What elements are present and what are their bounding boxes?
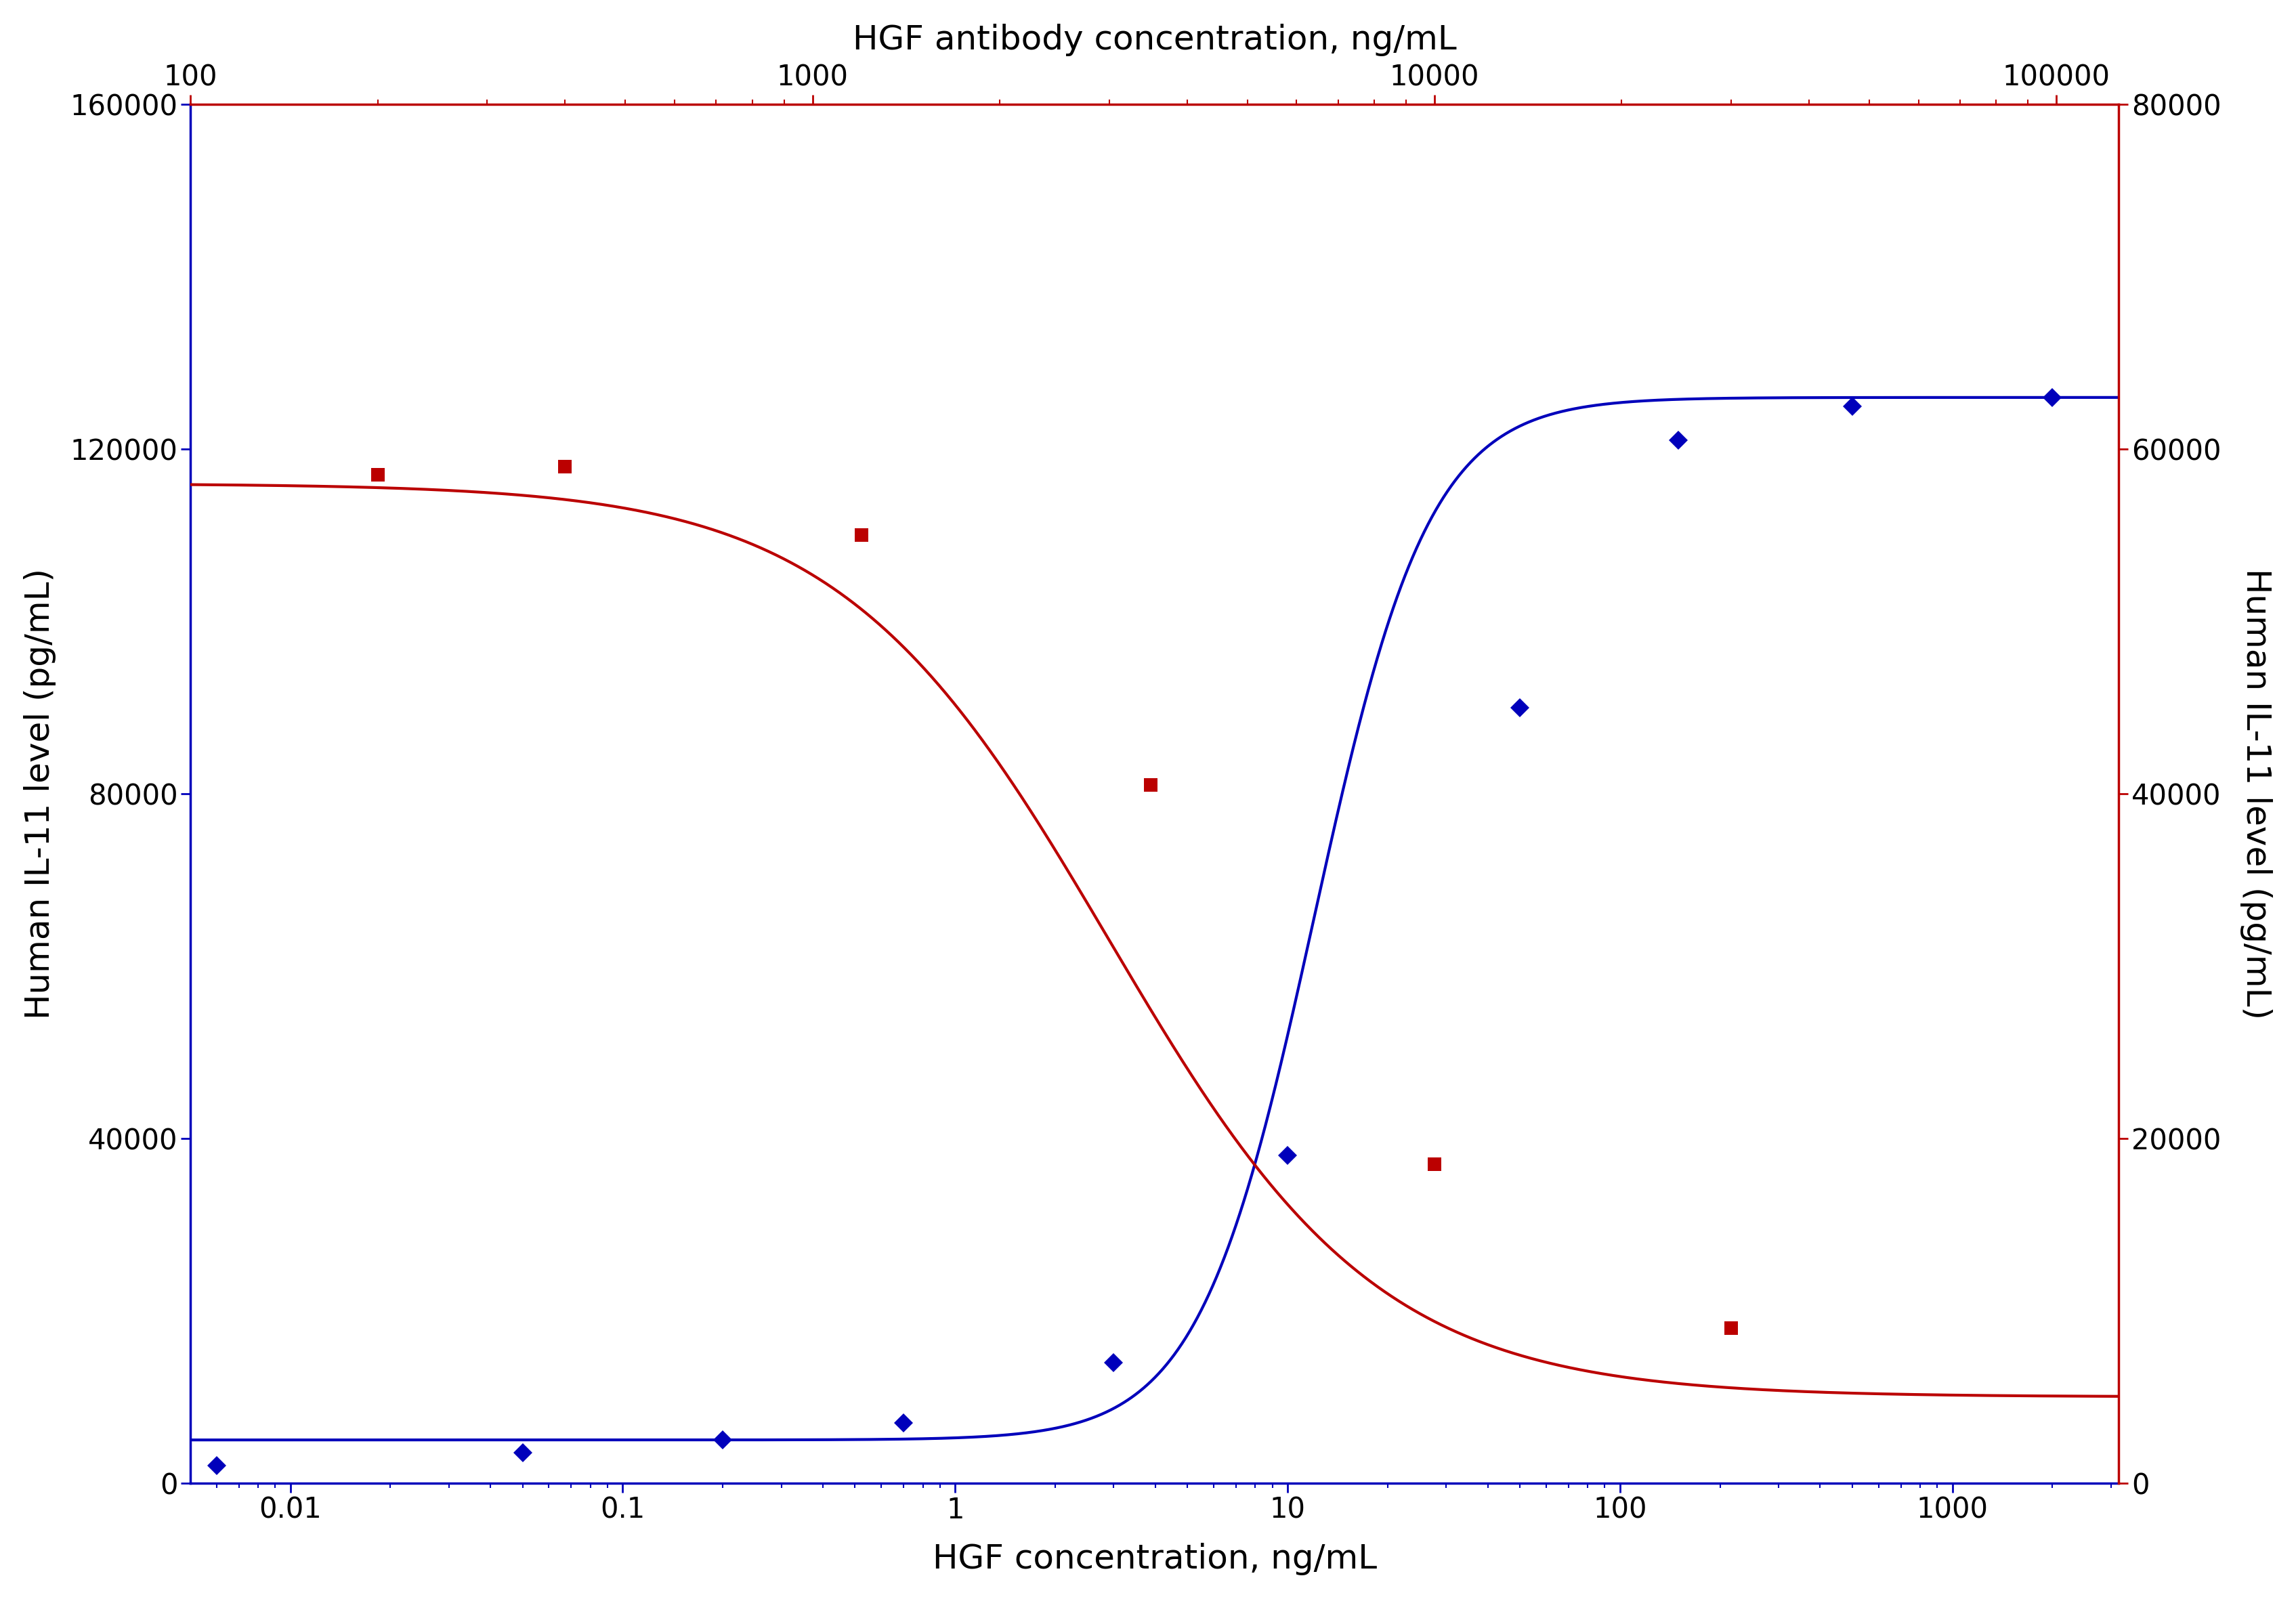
Y-axis label: Human IL-11 level (pg/mL): Human IL-11 level (pg/mL): [23, 568, 55, 1019]
X-axis label: HGF antibody concentration, ng/mL: HGF antibody concentration, ng/mL: [852, 24, 1456, 56]
Y-axis label: Human IL-11 level (pg/mL): Human IL-11 level (pg/mL): [2241, 568, 2273, 1019]
X-axis label: HGF concentration, ng/mL: HGF concentration, ng/mL: [932, 1543, 1378, 1575]
